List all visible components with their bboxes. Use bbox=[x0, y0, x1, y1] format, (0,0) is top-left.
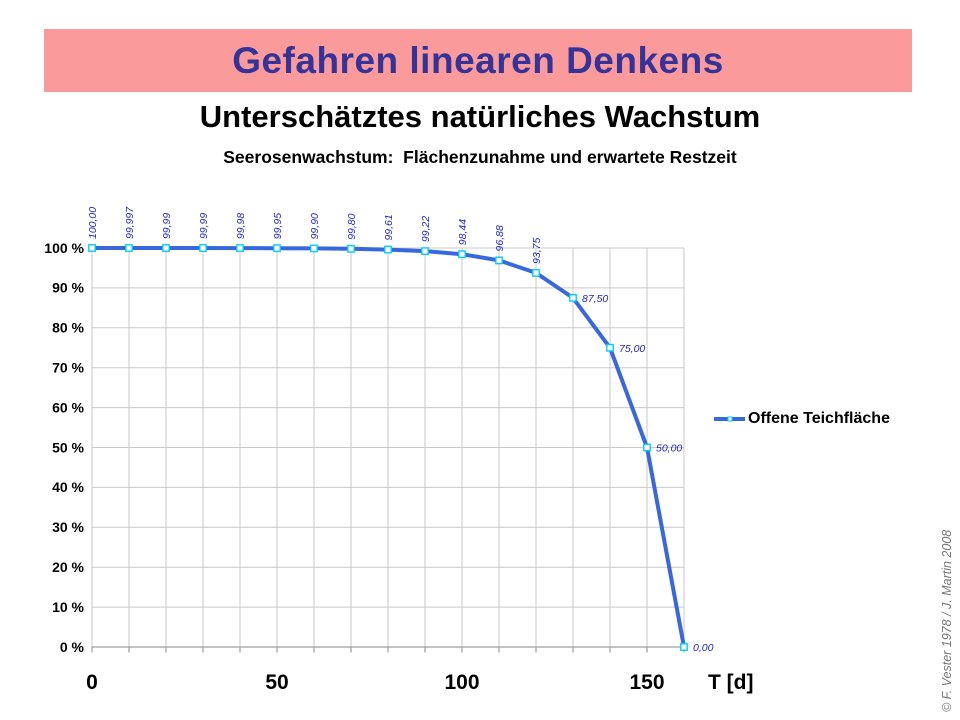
credit-text: © F. Vester 1978 / J. Martin 2008 bbox=[940, 530, 954, 712]
data-point-marker bbox=[532, 269, 540, 277]
x-axis bbox=[91, 646, 685, 653]
x-axis-tick-label: 50 bbox=[265, 671, 288, 694]
data-point-label: 50,00 bbox=[656, 443, 682, 455]
data-point-marker bbox=[125, 244, 133, 252]
data-point-label: 100,00 bbox=[87, 207, 99, 239]
slide-subtitle: Seerosenwachstum: Flächenzunahme und erw… bbox=[223, 147, 737, 167]
data-point-label: 93,75 bbox=[531, 238, 543, 264]
data-point-label: 98,44 bbox=[457, 219, 469, 245]
data-point-marker bbox=[88, 244, 96, 252]
data-point-label: 99,98 bbox=[235, 213, 247, 239]
y-axis-tick-label: 90 % bbox=[52, 280, 84, 296]
data-point-markers bbox=[88, 244, 688, 651]
data-point-marker bbox=[384, 245, 392, 254]
data-point-marker bbox=[162, 244, 170, 252]
data-point-label: 99,90 bbox=[309, 213, 321, 239]
slide-title: Unterschätztes natürliches Wachstum bbox=[199, 99, 761, 134]
data-point-marker bbox=[643, 443, 651, 452]
data-point-label: 99,80 bbox=[346, 213, 358, 239]
data-point-labels: 100,00 99,997 99,99 99,99 99,98 99,95 99,90 99,… bbox=[87, 206, 714, 654]
data-point-marker bbox=[458, 250, 466, 259]
data-point-marker bbox=[273, 244, 281, 253]
x-axis-tick-label: 150 bbox=[629, 671, 664, 694]
y-axis-labels: 100 % 90 % 80 % 70 % 60 % 50 % 40 % 30 % 20 % 10 … bbox=[44, 240, 84, 655]
y-axis-tick-label: 40 % bbox=[52, 479, 84, 495]
data-point-marker bbox=[680, 643, 688, 651]
y-axis-tick-label: 10 % bbox=[52, 599, 84, 615]
banner-title: Gefahren linearen Denkens bbox=[232, 39, 724, 81]
x-axis-labels: 0 50 100 150 T [d] bbox=[86, 671, 753, 694]
legend: Offene Teichfläche bbox=[714, 408, 890, 430]
y-axis-tick-label: 80 % bbox=[52, 320, 84, 336]
data-point-marker bbox=[236, 244, 244, 252]
data-point-marker bbox=[495, 256, 503, 265]
data-point-label: 99,22 bbox=[420, 216, 432, 242]
data-point-marker bbox=[421, 247, 429, 256]
data-point-label: 96,88 bbox=[494, 225, 506, 251]
banner: Gefahren linearen Denkens bbox=[44, 29, 912, 92]
y-axis-tick-label: 50 % bbox=[52, 439, 84, 455]
data-point-label: 99,95 bbox=[272, 213, 284, 239]
y-axis-tick-label: 20 % bbox=[52, 559, 84, 575]
data-point-marker bbox=[347, 244, 355, 253]
legend-label: Offene Teichfläche bbox=[748, 410, 890, 427]
x-axis-title: T [d] bbox=[708, 671, 753, 694]
data-point-label: 99,61 bbox=[383, 214, 395, 240]
data-point-marker bbox=[310, 244, 318, 253]
data-point-label: 75,00 bbox=[619, 343, 645, 355]
data-point-label: 87,50 bbox=[582, 293, 608, 305]
x-axis-tick-label: 0 bbox=[86, 671, 98, 694]
data-point-label: 99,99 bbox=[161, 213, 173, 239]
data-point-label: 0,00 bbox=[693, 642, 714, 654]
x-axis-tick-label: 100 bbox=[444, 671, 479, 694]
y-axis-tick-label: 30 % bbox=[52, 519, 84, 535]
legend-line-sample bbox=[714, 416, 745, 422]
data-point-marker bbox=[199, 244, 207, 252]
data-point-label: 99,997 bbox=[124, 206, 136, 239]
y-axis-tick-label: 70 % bbox=[52, 360, 84, 376]
gridlines bbox=[91, 247, 685, 648]
legend-marker bbox=[727, 416, 732, 422]
data-point-label: 99,99 bbox=[198, 213, 210, 239]
data-point-marker bbox=[606, 343, 614, 352]
y-axis-tick-label: 0 % bbox=[60, 639, 85, 655]
y-axis-tick-label: 60 % bbox=[52, 399, 84, 415]
y-axis-tick-label: 100 % bbox=[44, 240, 84, 256]
data-point-marker bbox=[569, 293, 577, 302]
